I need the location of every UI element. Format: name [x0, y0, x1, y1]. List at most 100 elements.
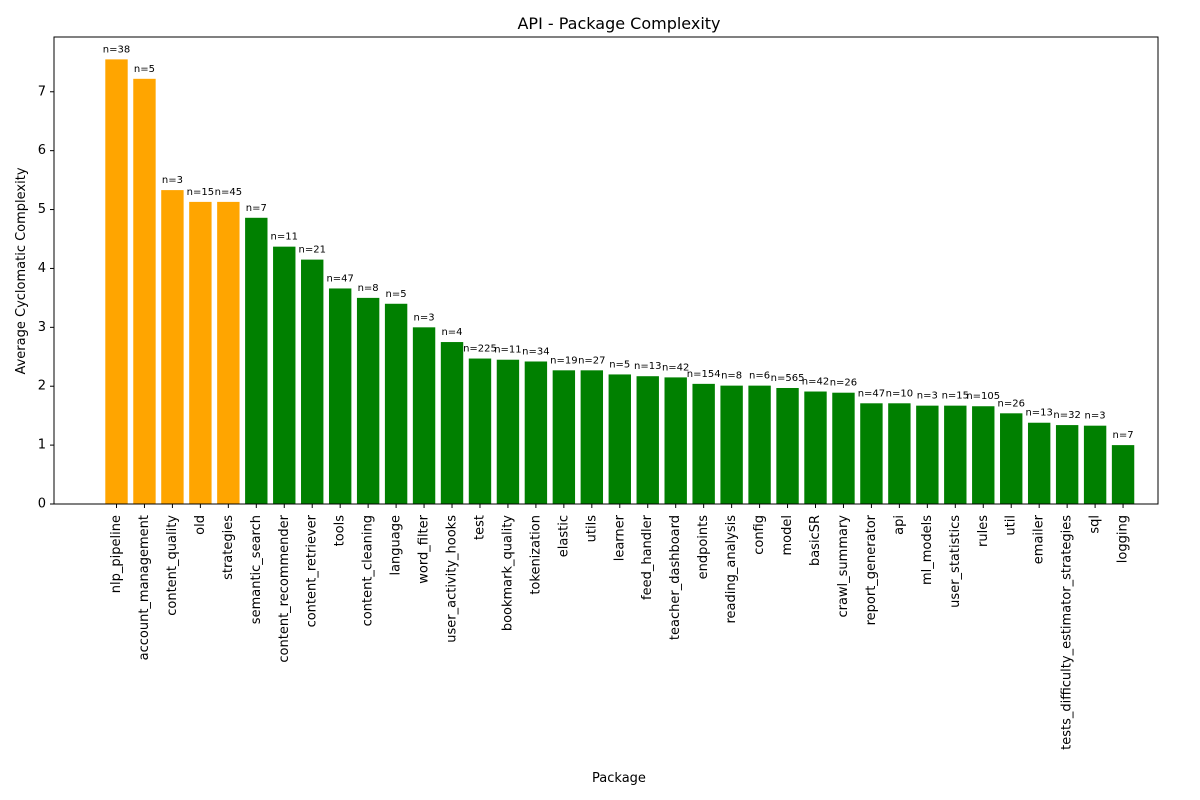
- y-tick-label: 2: [38, 379, 46, 394]
- x-tick-label: ml_models: [920, 515, 935, 585]
- bar-count-label: n=3: [414, 312, 435, 323]
- bar-count-label: n=10: [886, 388, 913, 399]
- bar-bookmark_quality: [496, 359, 520, 504]
- bar-count-label: n=4: [441, 327, 462, 338]
- bar-count-label: n=42: [802, 377, 829, 388]
- bar-user_statistics: [944, 405, 967, 504]
- bar-count-label: n=7: [1113, 430, 1134, 441]
- bar-util: [1000, 413, 1023, 504]
- chart-title: API - Package Complexity: [517, 14, 720, 33]
- x-tick-label: elastic: [556, 515, 571, 557]
- bar-reading_analysis: [720, 385, 743, 504]
- x-tick-label: basicSR: [808, 515, 823, 566]
- y-tick-label: 3: [38, 320, 46, 335]
- bar-utils: [580, 370, 604, 504]
- bar-count-label: n=15: [942, 391, 969, 402]
- bar-nlp_pipeline: [105, 59, 128, 504]
- bar-config: [748, 385, 771, 504]
- x-tick-label: content_cleaning: [361, 515, 376, 626]
- bar-user_activity_hooks: [440, 342, 464, 504]
- bar-content_cleaning: [356, 297, 380, 504]
- x-tick-label: language: [389, 515, 404, 576]
- bar-teacher_dashboard: [664, 377, 687, 504]
- x-tick-label: endpoints: [696, 515, 711, 580]
- bar-count-label: n=45: [215, 187, 242, 198]
- bar-count-label: n=5: [134, 64, 155, 75]
- x-tick-label: user_statistics: [948, 515, 963, 608]
- x-tick-label: user_activity_hooks: [445, 515, 460, 643]
- bar-count-label: n=15: [187, 187, 214, 198]
- x-tick-label: content_recommender: [277, 514, 292, 662]
- x-tick-label: nlp_pipeline: [109, 515, 124, 593]
- x-axis-ticks: nlp_pipeline account_management content_qu…: [109, 504, 1131, 750]
- x-tick-label: test: [472, 515, 487, 540]
- y-tick-label: 1: [38, 438, 46, 453]
- bar-count-label: n=26: [997, 398, 1024, 409]
- bar-count-label: n=5: [609, 359, 630, 370]
- bars-layer: [105, 59, 1135, 505]
- bar-count-label: n=8: [721, 371, 742, 382]
- bar-count-label: n=3: [917, 391, 938, 402]
- bar-count-label: n=11: [271, 232, 298, 243]
- x-tick-label: learner: [612, 514, 627, 561]
- bar-count-label: n=26: [830, 378, 857, 389]
- bar-old: [189, 201, 212, 504]
- y-tick-label: 5: [38, 202, 46, 217]
- x-tick-label: teacher_dashboard: [668, 515, 683, 640]
- x-tick-label: report_generator: [864, 514, 879, 625]
- x-tick-label: api: [892, 515, 907, 535]
- y-tick-label: 4: [38, 261, 46, 276]
- x-tick-label: bookmark_quality: [500, 515, 515, 631]
- x-tick-label: tokenization: [528, 515, 543, 595]
- x-tick-label: crawl_summary: [836, 515, 851, 618]
- x-tick-label: account_management: [137, 515, 152, 660]
- bar-count-label: n=27: [578, 355, 605, 366]
- bar-count-label: n=11: [494, 345, 521, 356]
- bar-api: [888, 403, 911, 504]
- bar-account_management: [133, 78, 156, 504]
- x-tick-label: word_filter: [417, 514, 432, 583]
- x-tick-label: util: [1004, 515, 1019, 536]
- bar-count-label: n=47: [858, 388, 885, 399]
- bar-count-label: n=34: [522, 346, 549, 357]
- bar-strategies: [217, 201, 240, 504]
- x-tick-label: content_quality: [165, 515, 180, 616]
- x-tick-label: reading_analysis: [724, 515, 739, 624]
- bar-count-label: n=3: [162, 175, 183, 186]
- bar-count-label: n=7: [246, 203, 267, 214]
- x-tick-label: tests_difficulty_estimator_strategies: [1060, 515, 1075, 750]
- bar-emailer: [1027, 422, 1051, 504]
- bar-count-label: n=5: [386, 289, 407, 300]
- bar-endpoints: [692, 383, 715, 504]
- bar-logging: [1111, 445, 1135, 504]
- y-tick-label: 0: [38, 497, 46, 512]
- bar-basicSR: [804, 391, 827, 504]
- x-axis-label: Package: [592, 771, 646, 786]
- x-tick-label: sql: [1088, 515, 1103, 534]
- y-axis-label: Average Cyclomatic Complexity: [14, 167, 29, 374]
- bar-count-label: n=565: [771, 373, 805, 384]
- x-tick-label: feed_handler: [640, 514, 655, 600]
- x-tick-label: strategies: [221, 515, 236, 580]
- plot-frame: [53, 36, 1159, 505]
- bar-rules: [972, 406, 995, 504]
- x-tick-label: config: [752, 515, 767, 555]
- bar-count-label: n=21: [298, 245, 325, 256]
- x-tick-label: logging: [1116, 515, 1131, 563]
- bar-test: [468, 358, 492, 504]
- x-tick-label: old: [193, 515, 208, 535]
- bar-feed_handler: [636, 376, 659, 504]
- bar-count-label: n=47: [326, 273, 353, 284]
- x-tick-label: model: [780, 515, 795, 555]
- x-tick-label: emailer: [1032, 514, 1047, 564]
- x-tick-label: tools: [333, 515, 348, 547]
- bar-count-label: n=32: [1053, 410, 1080, 421]
- bar-count-label: n=19: [550, 355, 577, 366]
- bar-count-label: n=13: [634, 361, 661, 372]
- bar-content_recommender: [273, 246, 296, 504]
- bar-count-label: n=154: [687, 369, 721, 380]
- x-tick-label: content_retriever: [305, 514, 320, 627]
- bar-language: [384, 303, 408, 504]
